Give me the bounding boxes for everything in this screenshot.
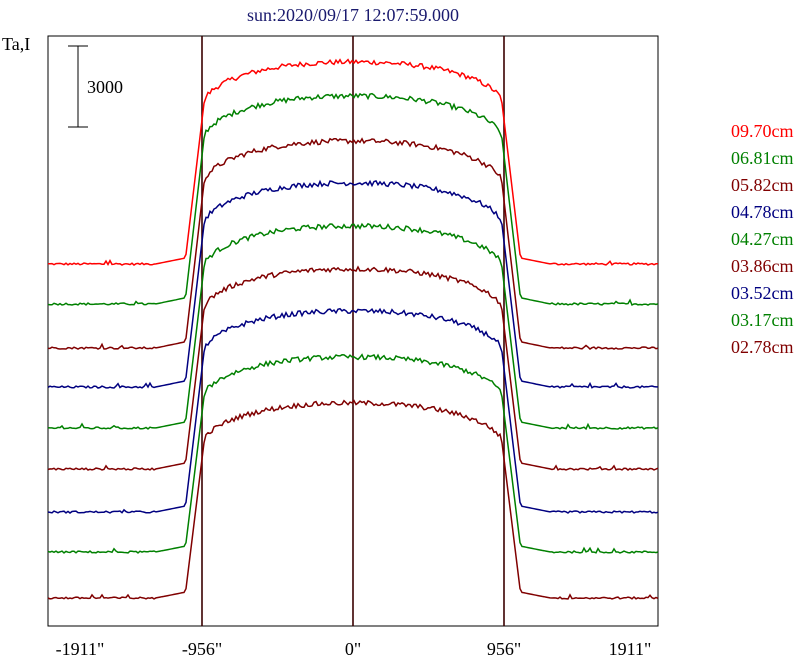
x-tick-labels: -1911" -956" 0" 956" 1911"	[56, 639, 652, 659]
legend-entry: 03.86cm	[731, 256, 794, 276]
vertical-markers	[201, 36, 505, 626]
series-line-0582cm	[48, 137, 659, 350]
legend-entry: 09.70cm	[731, 121, 794, 141]
legend-entry: 06.81cm	[731, 148, 794, 168]
series-line-0478cm	[47, 179, 658, 389]
x-tick-label: 0"	[345, 639, 361, 659]
series-line-0427cm	[47, 222, 659, 431]
scale-bar: 3000	[68, 45, 123, 128]
series-line-0386cm	[47, 265, 659, 471]
legend-entry: 03.17cm	[731, 310, 794, 330]
series-line-0681cm	[47, 92, 659, 307]
series-line-0352cm	[47, 307, 659, 514]
legend-entry: 02.78cm	[731, 337, 794, 357]
x-tick-label: -956"	[182, 639, 222, 659]
series-line-0278cm	[47, 399, 659, 600]
legend-entry: 04.78cm	[731, 202, 794, 222]
scale-bar-label: 3000	[87, 77, 123, 97]
y-axis-label: Ta,I	[2, 34, 30, 54]
x-tick-label: -1911"	[56, 639, 105, 659]
legend-entry: 05.82cm	[731, 175, 794, 195]
x-tick-label: 1911"	[609, 639, 652, 659]
legend-entry: 04.27cm	[731, 229, 794, 249]
legend: 09.70cm 06.81cm 05.82cm 04.78cm 04.27cm 03.86…	[731, 121, 794, 357]
chart-title: sun:2020/09/17 12:07:59.000	[247, 5, 459, 25]
legend-entry: 03.52cm	[731, 283, 794, 303]
x-tick-label: 956"	[487, 639, 521, 659]
series-lines	[47, 58, 659, 600]
series-line-0317cm	[47, 353, 659, 554]
series-line-0970cm	[48, 58, 659, 267]
